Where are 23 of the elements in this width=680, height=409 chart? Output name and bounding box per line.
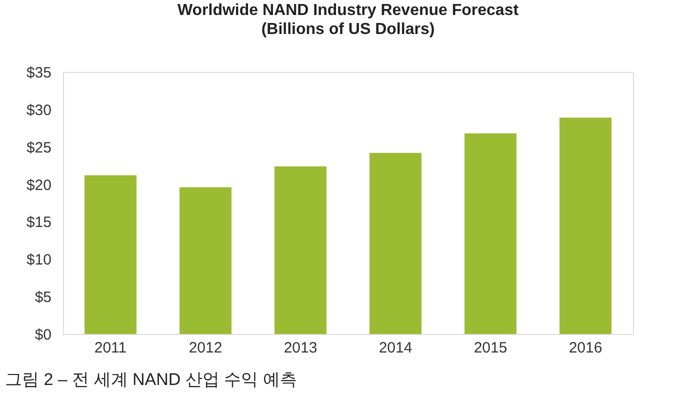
x-tick-label: 2011 (94, 340, 127, 356)
y-tick-label: $30 (26, 102, 52, 119)
caption: 그림 2 – 전 세계 NAND 산업 수익 예측 (5, 370, 297, 389)
y-tick-label: $25 (26, 139, 52, 156)
bar (464, 133, 516, 334)
bar (180, 187, 232, 334)
bar (84, 175, 136, 334)
y-tick-label: $35 (26, 64, 52, 82)
x-tick-label: 2012 (188, 340, 222, 356)
bar (560, 118, 612, 334)
text: (Billions of US Dollars) (261, 21, 435, 38)
y-tick-label: $10 (26, 252, 52, 269)
y-tick-label: $0 (34, 326, 52, 344)
y-tick-label: $15 (26, 214, 52, 232)
x-tick-label: 2016 (568, 340, 602, 356)
y-tick-label: $5 (34, 289, 52, 306)
bar (370, 152, 422, 334)
bar (274, 166, 326, 334)
x-tick-label: 2014 (378, 340, 412, 356)
x-tick-label: 2015 (474, 340, 508, 356)
x-tick-label: 2013 (284, 340, 318, 356)
text: Worldwide NAND Industry Revenue Forecast (177, 2, 519, 19)
y-tick-label: $20 (26, 176, 52, 194)
